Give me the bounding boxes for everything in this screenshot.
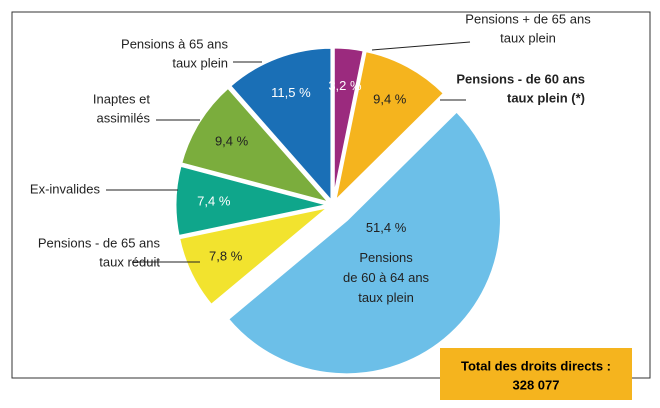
category-label: Pensions à 65 ans <box>121 36 228 51</box>
slice <box>225 108 503 377</box>
slice <box>331 48 447 207</box>
category-label: Pensions <box>359 250 413 265</box>
total-label: Total des droits directs : <box>461 358 611 373</box>
frame <box>11 11 651 379</box>
labels: 3,2 % Pensions + de 65 ans taux plein 9,4 %… <box>30 11 591 304</box>
value-label: 9,4 % <box>373 92 407 107</box>
category-label: Pensions + de 65 ans <box>465 11 591 26</box>
category-label: taux réduit <box>99 254 160 269</box>
slice <box>227 45 334 207</box>
total-box <box>440 348 632 400</box>
total-value: 328 077 <box>513 377 560 392</box>
category-label: de 60 à 64 ans <box>343 270 430 285</box>
value-label: 51,4 % <box>366 220 407 235</box>
pie <box>173 45 503 377</box>
value-label: 11,5 % <box>271 85 311 100</box>
category-label: taux plein (*) <box>507 90 585 105</box>
category-label: Ex-invalides <box>30 181 101 196</box>
category-label: assimilés <box>97 110 151 125</box>
slice <box>173 163 331 239</box>
leader-line <box>371 41 471 51</box>
value-label: 7,8 % <box>209 248 243 263</box>
category-label: taux plein <box>500 30 556 45</box>
category-label: Inaptes et <box>93 91 150 106</box>
category-label: Pensions - de 60 ans <box>456 71 585 86</box>
category-label: Pensions - de 65 ans <box>38 235 161 250</box>
slice <box>178 84 335 207</box>
category-label: taux plein <box>358 290 414 305</box>
value-label: 3,2 % <box>328 78 362 93</box>
value-label: 7,4 % <box>197 193 231 208</box>
category-label: taux plein <box>172 55 228 70</box>
value-label: 9,4 % <box>215 134 249 149</box>
